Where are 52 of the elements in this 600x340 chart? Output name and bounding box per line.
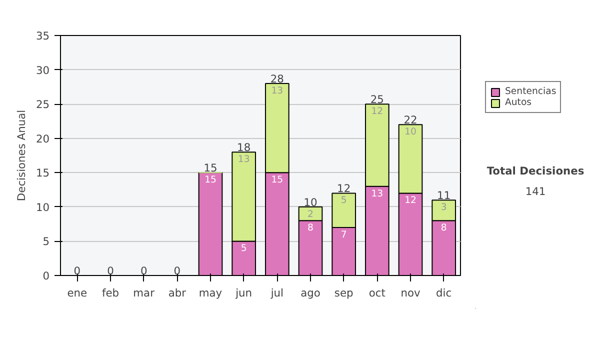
total-label: 28 [270, 72, 284, 86]
text: Total Decisiones [486, 164, 584, 178]
data-label: 13 [371, 188, 384, 200]
legend-label: Autos [505, 97, 532, 108]
x-tick-label: feb [102, 286, 120, 300]
total-label: 11 [437, 189, 451, 202]
data-label: 5 [340, 195, 347, 206]
y-tick-label: 5 [42, 235, 50, 248]
data-label: 15 [204, 174, 216, 186]
data-label: 2 [308, 208, 314, 220]
total-label: 15 [204, 162, 218, 175]
data-label: 3 [440, 202, 447, 214]
text: 141 [525, 185, 546, 198]
total-label: 0 [107, 264, 114, 278]
x-tick-label: nov [400, 286, 420, 300]
y-axis-title: Decisiones Anual [14, 110, 28, 202]
y-tick-label: 20 [36, 132, 50, 146]
data-label: 12 [404, 195, 416, 206]
y-tick-label: 25 [36, 98, 50, 112]
total-label: 0 [174, 264, 181, 278]
total-label: 18 [237, 141, 251, 154]
x-tick-label: abr [168, 286, 187, 300]
data-label: 12 [371, 106, 384, 118]
data-label: 5 [240, 243, 247, 254]
y-tick-label: 35 [36, 30, 50, 42]
legend-label: Sentencias [505, 86, 556, 97]
x-tick-label: mar [133, 286, 156, 300]
total-label: 22 [404, 114, 418, 127]
data-label: 10 [404, 126, 416, 138]
data-label: 13 [271, 86, 284, 96]
x-tick-label: jun [234, 286, 252, 300]
x-tick-label: ene [67, 286, 88, 300]
x-tick-label: jul [270, 286, 284, 300]
y-tick-label: 0 [42, 270, 50, 282]
total-label: 25 [370, 93, 384, 106]
x-tick-label: may [198, 286, 222, 300]
data-label: 15 [271, 174, 284, 186]
data-label: 13 [238, 154, 250, 166]
x-tick-label: dic [436, 286, 452, 300]
total-label: 0 [74, 264, 81, 278]
y-tick-label: 10 [36, 200, 50, 214]
y-tick-label: 15 [36, 166, 50, 180]
total-label: 0 [140, 264, 148, 278]
total-label: 10 [304, 196, 318, 209]
x-tick-label: ago [300, 286, 320, 300]
x-tick-label: oct [368, 286, 386, 300]
x-tick-label: sep [334, 286, 354, 300]
data-label: 8 [308, 222, 314, 234]
data-label: 8 [440, 222, 447, 234]
data-label: 7 [340, 230, 347, 240]
total-label: 12 [337, 182, 351, 196]
y-tick-label: 30 [36, 64, 50, 77]
